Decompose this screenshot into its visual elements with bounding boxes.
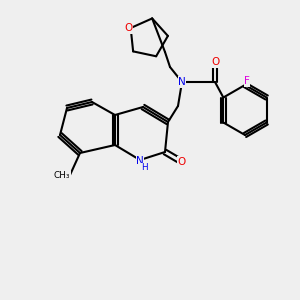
Text: N: N [178, 77, 186, 87]
Text: N: N [136, 156, 144, 166]
Text: O: O [211, 57, 219, 67]
Text: CH₃: CH₃ [54, 170, 70, 179]
Text: O: O [124, 23, 133, 33]
Text: H: H [141, 164, 147, 172]
Text: O: O [178, 157, 186, 167]
Text: F: F [244, 76, 250, 86]
